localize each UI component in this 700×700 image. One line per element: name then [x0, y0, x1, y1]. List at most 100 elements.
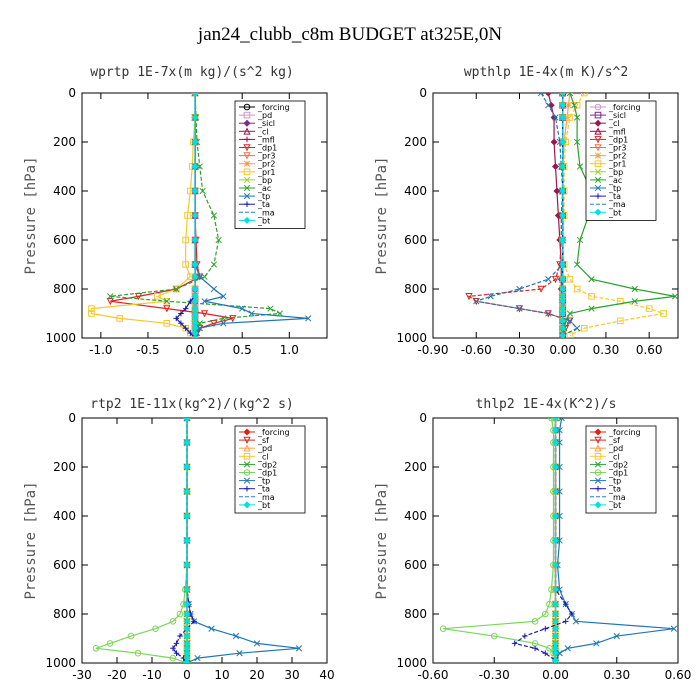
legend-marker	[594, 176, 602, 184]
data-point	[617, 317, 624, 325]
data-point	[194, 654, 201, 662]
legend-label: _cl	[608, 452, 620, 461]
legend-label: _dp1	[257, 469, 277, 478]
legend-item: _pr1	[590, 160, 626, 169]
data-point	[559, 187, 567, 195]
data-point	[576, 236, 584, 244]
legend-marker	[594, 461, 602, 468]
legend-item: _forcing	[239, 428, 290, 437]
figure-title: jan24_clubb_c8m BUDGET at325E,0N	[197, 24, 502, 45]
data-point	[631, 298, 638, 305]
legend-item: _pr3	[239, 152, 275, 161]
data-point	[573, 261, 581, 268]
data-point	[191, 211, 199, 220]
data-point	[191, 93, 199, 97]
data-point	[551, 463, 560, 471]
data-point	[173, 640, 180, 647]
legend-marker	[243, 501, 251, 509]
x-tick-label: -0.30	[504, 343, 535, 357]
legend-marker	[594, 152, 602, 159]
legend-item: _pr1	[239, 168, 275, 177]
y-tick-label: 400	[404, 509, 427, 523]
data-point	[127, 632, 135, 640]
data-point	[559, 324, 567, 332]
legend-label: _tp	[257, 477, 270, 486]
data-point	[551, 625, 560, 633]
data-point	[556, 439, 563, 446]
x-tick-label: 10	[214, 668, 229, 682]
legend-item: _pd	[590, 444, 623, 453]
y-tick-label: 0	[419, 411, 427, 425]
data-point	[199, 187, 206, 195]
legend-item: _ta	[239, 200, 270, 209]
data-point	[522, 633, 528, 639]
legend-label: _dp2	[608, 460, 628, 469]
legend-label: _ta	[257, 485, 270, 494]
panels: wprtp 1E-7x(m kg)/(s^2 kg) Pressure [hPa]…	[23, 65, 691, 682]
data-point	[551, 512, 560, 520]
legend-marker	[595, 193, 601, 199]
legend-marker	[594, 127, 602, 135]
data-point	[173, 315, 180, 322]
legend-item: _ta	[590, 485, 621, 494]
legend-marker	[243, 119, 251, 127]
legend-item: _cl	[590, 452, 620, 461]
legend-label: _ta	[608, 485, 621, 494]
data-point	[556, 650, 563, 657]
y-tick-label: 200	[404, 460, 427, 474]
legend-item: _bt	[239, 501, 270, 510]
legend-marker	[594, 184, 602, 192]
data-point	[556, 463, 563, 471]
data-point	[173, 650, 180, 656]
x-tick-label: -0.30	[479, 668, 510, 682]
data-point	[562, 618, 569, 625]
data-point	[183, 659, 191, 663]
data-point	[545, 102, 552, 109]
data-point	[581, 93, 588, 97]
y-tick-label: 600	[404, 558, 427, 572]
data-point	[267, 305, 274, 312]
legend-marker	[244, 136, 250, 143]
y-axis-label: Pressure [hPa]	[23, 481, 39, 599]
legend-item: _mfl	[590, 127, 626, 136]
legend-item: _sicl	[239, 119, 275, 128]
x-tick-label: -1.0	[89, 343, 112, 357]
data-point	[183, 610, 191, 618]
series-pr1	[559, 93, 667, 338]
data-point	[191, 273, 199, 281]
y-tick-label: 600	[53, 558, 76, 572]
legend-label: _ac	[608, 176, 622, 185]
panel-2: wpthlp 1E-4x(m K)/s^2 Pressure [hPa] -0.90…	[374, 65, 679, 357]
data-point	[490, 632, 498, 640]
legend-label: _sf	[257, 436, 269, 445]
legend-marker	[594, 103, 602, 111]
data-point	[532, 645, 538, 652]
data-point	[559, 162, 567, 171]
legend-marker	[243, 428, 251, 436]
data-point	[566, 93, 574, 97]
legend-marker	[594, 436, 602, 445]
legend-label: _dp1	[257, 144, 277, 153]
data-point	[183, 600, 191, 608]
legend-label: _forcing	[608, 428, 641, 437]
legend-item: _dp1	[239, 469, 277, 478]
data-point	[545, 310, 552, 317]
legend-item: _ta	[239, 485, 270, 494]
data-point	[210, 261, 218, 268]
data-point	[183, 561, 191, 569]
legend-marker	[594, 144, 602, 152]
legend-marker	[594, 136, 602, 144]
legend-label: _pd	[608, 444, 623, 453]
data-point	[551, 561, 560, 569]
data-point	[565, 102, 572, 109]
data-point	[544, 93, 552, 97]
legend-marker	[243, 216, 251, 224]
data-point	[191, 113, 199, 122]
legend-item: _forcing	[590, 428, 641, 437]
y-tick-label: 0	[419, 86, 427, 100]
legend-marker	[243, 176, 251, 184]
legend-item: _pr3	[590, 144, 626, 153]
data-point	[551, 600, 560, 608]
x-tick-label: 40	[319, 668, 334, 682]
